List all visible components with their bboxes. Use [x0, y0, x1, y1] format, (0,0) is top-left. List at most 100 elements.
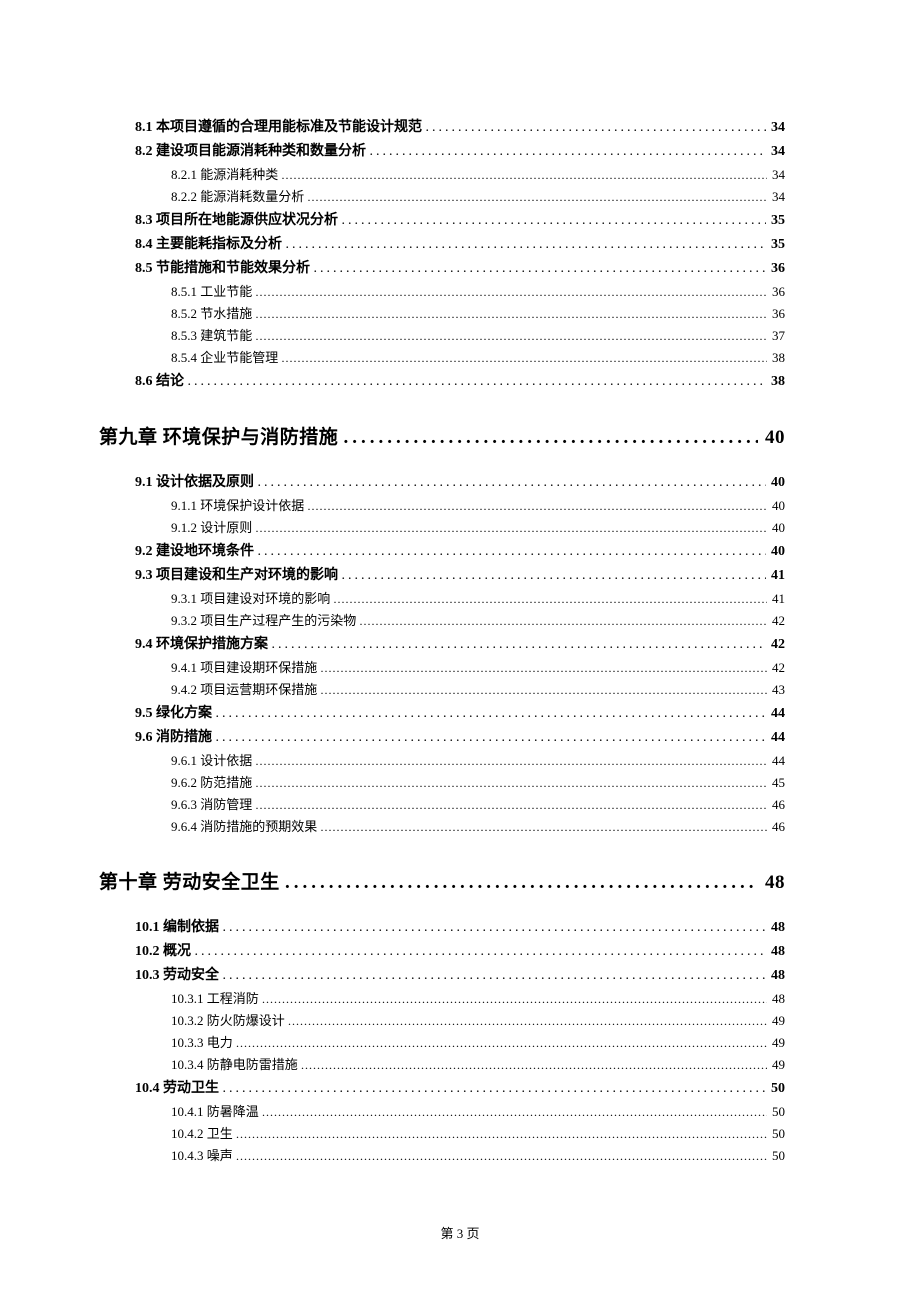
toc-entry: 9.1.1 环境保护设计依据 .........................…: [135, 495, 785, 514]
toc-leader-dots: ........................................…: [288, 1014, 767, 1029]
toc-entry-label: 9.6 消防措施: [135, 726, 212, 746]
toc-entry-page: 41: [770, 591, 785, 607]
toc-entry-page: 48: [770, 991, 785, 1007]
toc-leader-dots: ........................................…: [236, 1127, 767, 1142]
toc-entry-page: 46: [770, 797, 785, 813]
toc-entry: 10.4.3 噪声 ..............................…: [135, 1145, 785, 1164]
toc-entry-label: 8.5.1 工业节能: [171, 281, 252, 300]
toc-entry: 10.3 劳动安全 ..............................…: [135, 964, 785, 984]
table-of-contents: 8.1 本项目遵循的合理用能标准及节能设计规范 ................…: [135, 116, 785, 1164]
toc-entry-page: 36: [770, 284, 785, 300]
toc-leader-dots: ........................................…: [342, 213, 766, 229]
toc-entry: 9.3.1 项目建设对环境的影响 .......................…: [135, 588, 785, 607]
toc-leader-dots: ........................................…: [282, 168, 767, 183]
toc-entry-label: 8.5.3 建筑节能: [171, 325, 252, 344]
toc-entry-label: 9.3 项目建设和生产对环境的影响: [135, 564, 338, 584]
toc-entry: 9.4.1 项目建设期环保措施 ........................…: [135, 657, 785, 676]
toc-entry-label: 8.4 主要能耗指标及分析: [135, 233, 282, 253]
toc-entry-label: 8.5.4 企业节能管理: [171, 347, 278, 366]
toc-entry: 9.3.2 项目生产过程产生的污染物 .....................…: [135, 610, 785, 629]
toc-entry: 9.6.4 消防措施的预期效果 ........................…: [135, 816, 785, 835]
toc-entry-label: 9.1 设计依据及原则: [135, 471, 254, 491]
toc-entry-page: 46: [770, 819, 785, 835]
toc-entry-label: 8.5.2 节水措施: [171, 303, 252, 322]
toc-entry-page: 42: [770, 613, 785, 629]
toc-leader-dots: ........................................…: [360, 614, 767, 629]
toc-entry: 8.4 主要能耗指标及分析 ..........................…: [135, 233, 785, 253]
toc-entry-page: 36: [769, 261, 785, 277]
toc-leader-dots: ........................................…: [314, 261, 766, 277]
toc-entry-label: 8.2.2 能源消耗数量分析: [171, 186, 304, 205]
toc-entry: 8.3 项目所在地能源供应状况分析 ......................…: [135, 209, 785, 229]
toc-leader-dots: ........................................…: [321, 661, 767, 676]
toc-entry-page: 40: [770, 498, 785, 514]
toc-leader-dots: ........................................…: [301, 1058, 767, 1073]
toc-leader-dots: ........................................…: [334, 592, 767, 607]
toc-leader-dots: ........................................…: [256, 307, 767, 322]
toc-entry-page: 45: [770, 775, 785, 791]
toc-entry-page: 36: [770, 306, 785, 322]
toc-leader-dots: ........................................…: [256, 329, 767, 344]
toc-entry: 10.1 编制依据 ..............................…: [135, 916, 785, 936]
toc-leader-dots: ........................................…: [308, 190, 767, 205]
toc-entry-page: 34: [769, 144, 785, 160]
toc-entry-page: 50: [770, 1104, 785, 1120]
toc-entry-label: 9.4 环境保护措施方案: [135, 633, 268, 653]
toc-entry: 8.5.4 企业节能管理 ...........................…: [135, 347, 785, 366]
toc-entry: 10.3.2 防火防爆设计 ..........................…: [135, 1010, 785, 1029]
toc-entry: 10.4 劳动卫生 ..............................…: [135, 1077, 785, 1097]
toc-entry-label: 10.3.4 防静电防雷措施: [171, 1054, 298, 1073]
toc-leader-dots: ........................................…: [195, 944, 766, 960]
toc-entry-label: 8.3 项目所在地能源供应状况分析: [135, 209, 338, 229]
toc-leader-dots: ........................................…: [344, 427, 758, 449]
toc-leader-dots: ........................................…: [272, 637, 766, 653]
toc-entry-label: 9.5 绿化方案: [135, 702, 212, 722]
toc-leader-dots: ........................................…: [223, 968, 766, 984]
toc-entry-label: 8.2 建设项目能源消耗种类和数量分析: [135, 140, 366, 160]
toc-entry-page: 34: [770, 167, 785, 183]
toc-entry-page: 40: [770, 520, 785, 536]
toc-entry: 10.3.4 防静电防雷措施 .........................…: [135, 1054, 785, 1073]
toc-entry-label: 9.2 建设地环境条件: [135, 540, 254, 560]
toc-entry: 8.5 节能措施和节能效果分析 ........................…: [135, 257, 785, 277]
toc-entry: 9.5 绿化方案 ...............................…: [135, 702, 785, 722]
toc-entry-page: 50: [769, 1081, 785, 1097]
toc-entry-label: 10.3.1 工程消防: [171, 988, 259, 1007]
toc-leader-dots: ........................................…: [256, 754, 767, 769]
toc-leader-dots: ........................................…: [188, 374, 766, 390]
toc-leader-dots: ........................................…: [262, 1105, 767, 1120]
toc-leader-dots: ........................................…: [223, 920, 766, 936]
toc-entry: 9.6.2 防范措施 .............................…: [135, 772, 785, 791]
toc-entry: 9.2 建设地环境条件 ............................…: [135, 540, 785, 560]
toc-entry-label: 9.6.1 设计依据: [171, 750, 252, 769]
toc-entry: 10.2 概况 ................................…: [135, 940, 785, 960]
toc-entry-label: 第九章 环境保护与消防措施: [99, 422, 338, 449]
toc-leader-dots: ........................................…: [223, 1081, 766, 1097]
toc-leader-dots: ........................................…: [236, 1036, 767, 1051]
toc-entry: 8.2 建设项目能源消耗种类和数量分析 ....................…: [135, 140, 785, 160]
toc-entry-page: 37: [770, 328, 785, 344]
toc-leader-dots: ........................................…: [262, 992, 767, 1007]
toc-leader-dots: ........................................…: [216, 730, 766, 746]
toc-leader-dots: ........................................…: [370, 144, 766, 160]
toc-entry-page: 40: [769, 544, 785, 560]
toc-entry-label: 9.1.1 环境保护设计依据: [171, 495, 304, 514]
toc-entry-page: 49: [770, 1013, 785, 1029]
toc-entry-label: 第十章 劳动安全卫生: [99, 867, 280, 894]
toc-entry-page: 48: [769, 920, 785, 936]
toc-leader-dots: ........................................…: [258, 475, 766, 491]
toc-leader-dots: ........................................…: [256, 285, 767, 300]
toc-entry: 8.5.1 工业节能 .............................…: [135, 281, 785, 300]
toc-entry-page: 42: [769, 637, 785, 653]
toc-entry: 8.1 本项目遵循的合理用能标准及节能设计规范 ................…: [135, 116, 785, 136]
toc-entry: 第十章 劳动安全卫生 .............................…: [99, 867, 785, 894]
toc-entry-page: 42: [770, 660, 785, 676]
toc-entry-page: 41: [769, 568, 785, 584]
toc-leader-dots: ........................................…: [216, 706, 766, 722]
toc-entry-label: 9.6.3 消防管理: [171, 794, 252, 813]
toc-entry-label: 10.3.3 电力: [171, 1032, 233, 1051]
toc-leader-dots: ........................................…: [285, 872, 758, 894]
toc-entry: 8.5.2 节水措施 .............................…: [135, 303, 785, 322]
toc-entry-label: 10.2 概况: [135, 940, 191, 960]
toc-entry: 9.1.2 设计原则 .............................…: [135, 517, 785, 536]
